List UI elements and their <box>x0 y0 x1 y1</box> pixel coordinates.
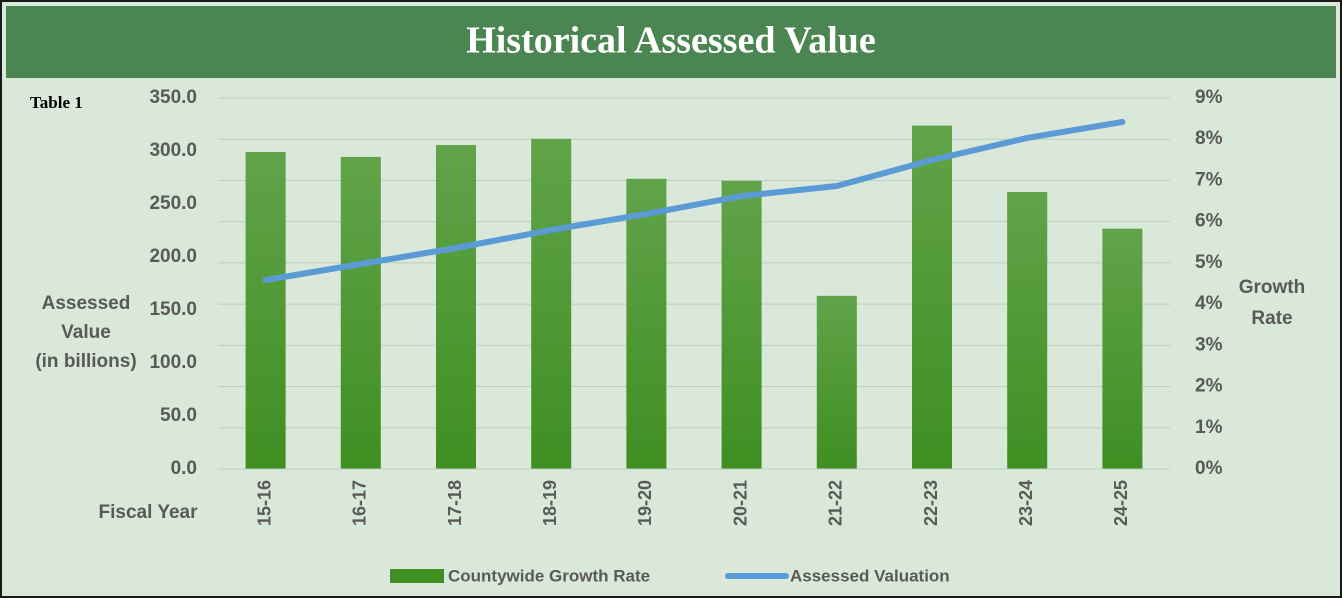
x-tick-label: 21-22 <box>826 480 846 526</box>
legend-swatch <box>390 569 444 583</box>
x-tick-label: 17-18 <box>445 480 465 526</box>
bar-shine <box>1102 228 1143 469</box>
y2-tick-label: 2% <box>1195 376 1223 397</box>
annotation: Table 1 <box>30 93 83 112</box>
y-tick-label: 100.0 <box>149 352 197 373</box>
title-banner <box>6 6 1336 78</box>
x-axis-label: Fiscal Year <box>99 502 199 523</box>
y2-tick-label: 6% <box>1195 211 1223 232</box>
y-tick-label: 50.0 <box>160 405 197 426</box>
x-tick-label: 24-25 <box>1111 480 1131 526</box>
y2-tick-label: 7% <box>1195 169 1223 190</box>
y2-tick-label: 1% <box>1195 417 1223 438</box>
x-tick-label: 19-20 <box>635 480 655 526</box>
y-tick-label: 350.0 <box>149 87 197 108</box>
bar-shine <box>626 178 667 469</box>
x-tick-label: 16-17 <box>350 480 370 526</box>
bar-shine <box>436 144 476 469</box>
y-tick-label: 150.0 <box>149 299 197 320</box>
x-tick-label: 15-16 <box>254 480 274 526</box>
x-tick-label: 22-23 <box>921 480 941 526</box>
y-axis-label: (in billions) <box>35 351 136 372</box>
y2-tick-label: 4% <box>1195 293 1223 314</box>
bar-shine <box>340 156 381 469</box>
y-tick-label: 300.0 <box>149 140 197 161</box>
y2-axis-label: Growth <box>1239 277 1306 298</box>
bar-shine <box>245 152 286 470</box>
y2-tick-label: 5% <box>1195 252 1223 273</box>
x-tick-label: 20-21 <box>730 480 750 526</box>
bar-shine <box>1007 191 1048 469</box>
y2-tick-label: 0% <box>1195 458 1223 479</box>
bar-shine <box>721 180 762 469</box>
y-axis-label: Assessed <box>42 293 131 314</box>
chart-title: Historical Assessed Value <box>466 20 876 62</box>
y-tick-label: 0.0 <box>171 458 197 479</box>
x-tick-label: 23-24 <box>1016 480 1036 526</box>
y2-tick-label: 8% <box>1195 128 1223 149</box>
y-tick-label: 200.0 <box>149 246 197 267</box>
bar-shine <box>912 125 952 469</box>
y-tick-label: 250.0 <box>149 193 197 214</box>
line <box>262 118 1126 284</box>
bar-shine <box>531 138 572 469</box>
legend-label: Countywide Growth Rate <box>448 566 650 585</box>
y2-tick-label: 3% <box>1195 334 1223 355</box>
y-axis-label: Value <box>61 322 111 343</box>
bar-shine <box>816 295 857 469</box>
x-tick-label: 18-19 <box>540 480 560 526</box>
y2-tick-label: 9% <box>1195 87 1223 108</box>
legend-label: Assessed Valuation <box>790 566 950 585</box>
y2-axis-label: Rate <box>1251 308 1292 329</box>
